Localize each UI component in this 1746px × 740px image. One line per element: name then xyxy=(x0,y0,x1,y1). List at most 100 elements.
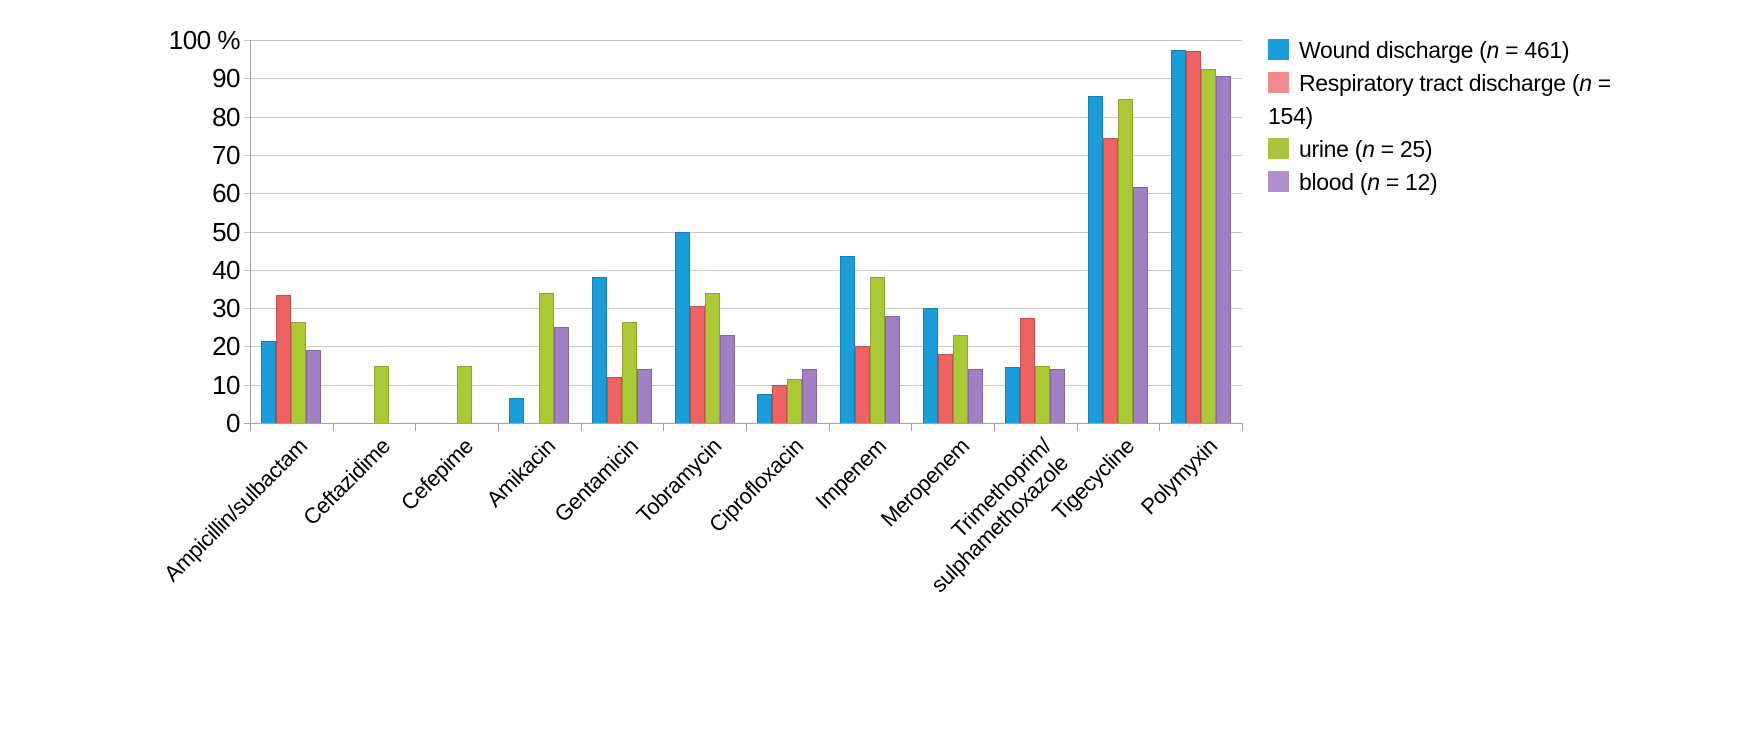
bar xyxy=(802,369,818,423)
bar xyxy=(855,346,870,423)
x-axis-tick xyxy=(580,423,582,431)
legend-item: Wound discharge (n = 461) xyxy=(1268,34,1636,67)
x-axis-category-label: Ciprofloxacin xyxy=(704,433,809,538)
bar xyxy=(374,365,389,423)
bar xyxy=(637,369,652,423)
x-axis-tick xyxy=(1242,423,1243,431)
y-axis-line xyxy=(250,40,251,431)
x-axis-baseline xyxy=(244,423,1242,424)
x-axis-tick xyxy=(746,423,747,431)
bar xyxy=(1035,365,1051,423)
legend-item: urine (n = 25) xyxy=(1268,133,1636,166)
bar xyxy=(840,256,855,423)
bar xyxy=(1170,49,1186,423)
gridline xyxy=(244,116,1242,118)
y-axis-tick-label: 70 xyxy=(212,139,240,170)
gridline xyxy=(244,193,1242,195)
x-axis-tick xyxy=(250,423,251,431)
x-axis-category-label: Gentamicin xyxy=(549,433,643,527)
x-axis-tick xyxy=(415,423,417,431)
gridline xyxy=(244,308,1242,310)
bar xyxy=(772,384,788,423)
y-axis-tick-label: 90 xyxy=(212,63,240,94)
bar xyxy=(1088,95,1103,423)
bar xyxy=(937,354,953,423)
gridline xyxy=(244,40,1242,41)
bar xyxy=(1020,317,1036,423)
bar xyxy=(787,378,803,423)
x-axis-tick xyxy=(332,423,334,431)
x-axis-category-label: Tigecycline xyxy=(1047,433,1139,526)
y-axis-tick-label: 20 xyxy=(212,331,240,362)
gridline xyxy=(244,154,1242,156)
legend-label: urine (n = 25) xyxy=(1299,136,1433,162)
gridline xyxy=(244,269,1242,271)
legend-swatch-icon xyxy=(1268,39,1289,60)
x-axis-category-label: Polymyxin xyxy=(1135,433,1222,520)
bar xyxy=(967,369,983,423)
legend-swatch-icon xyxy=(1268,171,1289,192)
legend-item: Respiratory tract discharge (n = 154) xyxy=(1268,67,1636,133)
bar xyxy=(1185,51,1201,423)
legend-item: blood (n = 12) xyxy=(1268,166,1636,199)
bar xyxy=(1133,187,1148,423)
bar xyxy=(922,308,938,423)
bar xyxy=(261,340,277,423)
bar xyxy=(689,306,705,423)
bar xyxy=(1005,367,1021,423)
bar xyxy=(592,277,607,423)
legend-label: blood (n = 12) xyxy=(1299,169,1438,195)
y-axis-tick-label: 0 xyxy=(226,408,240,438)
legend-swatch-icon xyxy=(1268,72,1289,93)
x-axis-tick xyxy=(994,423,995,431)
bar xyxy=(539,292,555,423)
x-axis-category-label: Ampicillin/sulbactam xyxy=(159,433,313,587)
x-axis-tick xyxy=(1076,423,1078,431)
bar xyxy=(704,292,720,423)
gridline xyxy=(244,78,1242,80)
y-axis-tick-label: 50 xyxy=(212,216,240,247)
legend-label: Respiratory tract discharge (n = 154) xyxy=(1268,70,1611,129)
bar xyxy=(1118,99,1133,423)
bar xyxy=(306,350,322,423)
x-axis-category-label: Tobramycin xyxy=(631,433,726,528)
bar xyxy=(719,334,735,423)
gridline xyxy=(244,384,1242,386)
bar xyxy=(1050,369,1066,423)
x-axis-category-label: Amikacin xyxy=(481,433,561,512)
gridline xyxy=(244,346,1242,348)
y-axis-tick-label: 80 xyxy=(212,101,240,132)
gridline xyxy=(244,231,1242,233)
y-axis-tick-label: 10 xyxy=(212,369,240,400)
y-axis-tick-label: 40 xyxy=(212,254,240,285)
bar xyxy=(885,315,900,423)
bar xyxy=(554,327,570,423)
bar xyxy=(1215,76,1231,423)
bar xyxy=(509,398,525,423)
bar xyxy=(622,321,637,423)
x-axis-tick xyxy=(911,423,913,431)
legend-swatch-icon xyxy=(1268,138,1289,159)
x-axis-tick xyxy=(498,423,499,431)
x-axis-tick xyxy=(663,423,665,431)
bar xyxy=(607,377,622,423)
legend-label: Wound discharge (n = 461) xyxy=(1299,37,1570,63)
bar xyxy=(1200,68,1216,423)
bar xyxy=(952,334,968,423)
x-axis-category-label: Cefepime xyxy=(395,433,478,516)
x-axis-tick xyxy=(1159,423,1161,431)
x-axis-tick xyxy=(828,423,830,431)
legend: Wound discharge (n = 461) Respiratory tra… xyxy=(1268,34,1636,199)
bar xyxy=(276,294,292,423)
bar xyxy=(291,321,307,423)
y-axis-tick-label: 60 xyxy=(212,178,240,209)
bar xyxy=(757,394,773,423)
bar xyxy=(674,231,690,423)
bar xyxy=(1103,137,1118,423)
y-axis-tick-label: 30 xyxy=(212,293,240,324)
bar xyxy=(870,277,885,423)
x-axis-category-label: Ceftazidime xyxy=(298,433,395,531)
y-axis-tick-label: 100 % xyxy=(168,25,241,55)
bar xyxy=(456,365,472,423)
